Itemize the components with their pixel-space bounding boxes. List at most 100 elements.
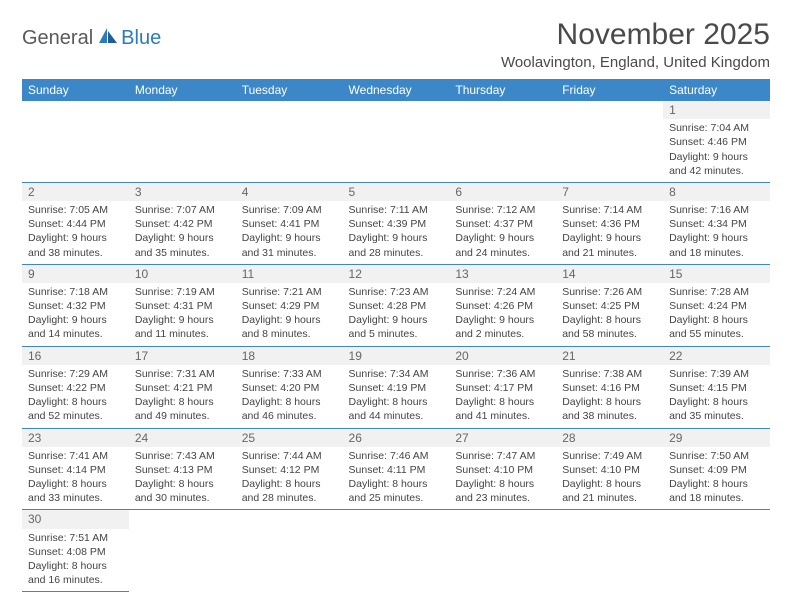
daylight-text-2: and 2 minutes. xyxy=(455,327,550,341)
calendar-cell xyxy=(663,510,770,592)
daylight-text: Daylight: 9 hours xyxy=(562,231,657,245)
sunrise-text: Sunrise: 7:21 AM xyxy=(242,285,337,299)
day-number: 4 xyxy=(236,183,343,201)
daylight-text-2: and 38 minutes. xyxy=(28,246,123,260)
daylight-text-2: and 42 minutes. xyxy=(669,164,764,178)
sunset-text: Sunset: 4:39 PM xyxy=(349,217,444,231)
daylight-text: Daylight: 8 hours xyxy=(349,395,444,409)
calendar-cell: 19 Sunrise: 7:34 AMSunset: 4:19 PMDayligh… xyxy=(343,346,450,428)
weekday-header: Wednesday xyxy=(343,79,450,101)
daylight-text-2: and 24 minutes. xyxy=(455,246,550,260)
daylight-text: Daylight: 8 hours xyxy=(135,395,230,409)
daylight-text: Daylight: 9 hours xyxy=(242,231,337,245)
sunset-text: Sunset: 4:19 PM xyxy=(349,381,444,395)
daylight-text: Daylight: 9 hours xyxy=(669,231,764,245)
calendar-cell: 27Sunrise: 7:47 AMSunset: 4:10 PMDayligh… xyxy=(449,428,556,510)
day-number: 3 xyxy=(129,183,236,201)
daylight-text: Daylight: 8 hours xyxy=(135,477,230,491)
day-number: 23 xyxy=(22,429,129,447)
calendar-cell xyxy=(129,510,236,592)
weekday-header: Friday xyxy=(556,79,663,101)
sunrise-text: Sunrise: 7:39 AM xyxy=(669,367,764,381)
calendar-cell: 2Sunrise: 7:05 AMSunset: 4:44 PMDaylight… xyxy=(22,182,129,264)
sunrise-text: Sunrise: 7:04 AM xyxy=(669,121,764,135)
calendar-cell: 28Sunrise: 7:49 AMSunset: 4:10 PMDayligh… xyxy=(556,428,663,510)
calendar-row: 23Sunrise: 7:41 AMSunset: 4:14 PMDayligh… xyxy=(22,428,770,510)
daylight-text-2: and 46 minutes. xyxy=(242,409,337,423)
daylight-text: Daylight: 9 hours xyxy=(669,150,764,164)
day-number: 14 xyxy=(556,265,663,283)
sunset-text: Sunset: 4:37 PM xyxy=(455,217,550,231)
sunrise-text: Sunrise: 7:19 AM xyxy=(135,285,230,299)
logo-text-blue: Blue xyxy=(121,27,161,50)
daylight-text: Daylight: 8 hours xyxy=(28,477,123,491)
day-number: 27 xyxy=(449,429,556,447)
calendar-cell: 16Sunrise: 7:29 AMSunset: 4:22 PMDayligh… xyxy=(22,346,129,428)
sunset-text: Sunset: 4:21 PM xyxy=(135,381,230,395)
day-number: 11 xyxy=(236,265,343,283)
calendar-cell xyxy=(449,101,556,182)
calendar-cell xyxy=(343,101,450,182)
sunset-text: Sunset: 4:46 PM xyxy=(669,135,764,149)
daylight-text: Daylight: 9 hours xyxy=(28,231,123,245)
daylight-text-2: and 55 minutes. xyxy=(669,327,764,341)
calendar-cell: 11Sunrise: 7:21 AMSunset: 4:29 PMDayligh… xyxy=(236,264,343,346)
sunset-text: Sunset: 4:13 PM xyxy=(135,463,230,477)
calendar-cell: 22Sunrise: 7:39 AMSunset: 4:15 PMDayligh… xyxy=(663,346,770,428)
sunset-text: Sunset: 4:14 PM xyxy=(28,463,123,477)
sunset-text: Sunset: 4:09 PM xyxy=(669,463,764,477)
sunrise-text: Sunrise: 7:11 AM xyxy=(349,203,444,217)
sunrise-text: Sunrise: 7:07 AM xyxy=(135,203,230,217)
weekday-header: Tuesday xyxy=(236,79,343,101)
daylight-text: Daylight: 8 hours xyxy=(562,395,657,409)
title-block: November 2025 Woolavington, England, Uni… xyxy=(501,18,770,71)
calendar-cell: 24Sunrise: 7:43 AMSunset: 4:13 PMDayligh… xyxy=(129,428,236,510)
sunset-text: Sunset: 4:20 PM xyxy=(242,381,337,395)
sunset-text: Sunset: 4:10 PM xyxy=(455,463,550,477)
daylight-text-2: and 31 minutes. xyxy=(242,246,337,260)
daylight-text-2: and 23 minutes. xyxy=(455,491,550,505)
calendar-cell: 8Sunrise: 7:16 AMSunset: 4:34 PMDaylight… xyxy=(663,182,770,264)
calendar-row: 30Sunrise: 7:51 AMSunset: 4:08 PMDayligh… xyxy=(22,510,770,592)
day-number: 9 xyxy=(22,265,129,283)
daylight-text-2: and 21 minutes. xyxy=(562,246,657,260)
daylight-text-2: and 25 minutes. xyxy=(349,491,444,505)
calendar-cell: 4Sunrise: 7:09 AMSunset: 4:41 PMDaylight… xyxy=(236,182,343,264)
day-number: 10 xyxy=(129,265,236,283)
calendar-row: 16Sunrise: 7:29 AMSunset: 4:22 PMDayligh… xyxy=(22,346,770,428)
sunrise-text: Sunrise: 7:43 AM xyxy=(135,449,230,463)
calendar-cell xyxy=(129,101,236,182)
day-number: 1 xyxy=(663,101,770,119)
daylight-text-2: and 58 minutes. xyxy=(562,327,657,341)
calendar-body: 1Sunrise: 7:04 AMSunset: 4:46 PMDaylight… xyxy=(22,101,770,592)
daylight-text: Daylight: 8 hours xyxy=(28,395,123,409)
sunset-text: Sunset: 4:26 PM xyxy=(455,299,550,313)
sunrise-text: Sunrise: 7:33 AM xyxy=(242,367,337,381)
daylight-text: Daylight: 9 hours xyxy=(135,231,230,245)
daylight-text-2: and 18 minutes. xyxy=(669,491,764,505)
day-number: 7 xyxy=(556,183,663,201)
daylight-text: Daylight: 8 hours xyxy=(242,395,337,409)
daylight-text-2: and 11 minutes. xyxy=(135,327,230,341)
sunrise-text: Sunrise: 7:46 AM xyxy=(349,449,444,463)
sunset-text: Sunset: 4:36 PM xyxy=(562,217,657,231)
sunrise-text: Sunrise: 7:14 AM xyxy=(562,203,657,217)
daylight-text: Daylight: 9 hours xyxy=(135,313,230,327)
daylight-text-2: and 41 minutes. xyxy=(455,409,550,423)
sunset-text: Sunset: 4:29 PM xyxy=(242,299,337,313)
sunrise-text: Sunrise: 7:49 AM xyxy=(562,449,657,463)
daylight-text-2: and 35 minutes. xyxy=(669,409,764,423)
daylight-text: Daylight: 9 hours xyxy=(455,231,550,245)
daylight-text-2: and 28 minutes. xyxy=(349,246,444,260)
daylight-text-2: and 21 minutes. xyxy=(562,491,657,505)
calendar-cell: 1 Sunrise: 7:04 AMSunset: 4:46 PMDaylight… xyxy=(663,101,770,182)
sunrise-text: Sunrise: 7:47 AM xyxy=(455,449,550,463)
daylight-text: Daylight: 9 hours xyxy=(455,313,550,327)
day-number: 19 xyxy=(343,347,450,365)
day-number: 26 xyxy=(343,429,450,447)
day-number: 22 xyxy=(663,347,770,365)
sunrise-text: Sunrise: 7:34 AM xyxy=(349,367,444,381)
sunset-text: Sunset: 4:32 PM xyxy=(28,299,123,313)
daylight-text-2: and 38 minutes. xyxy=(562,409,657,423)
header: General Blue November 2025 Woolavington,… xyxy=(22,18,770,71)
